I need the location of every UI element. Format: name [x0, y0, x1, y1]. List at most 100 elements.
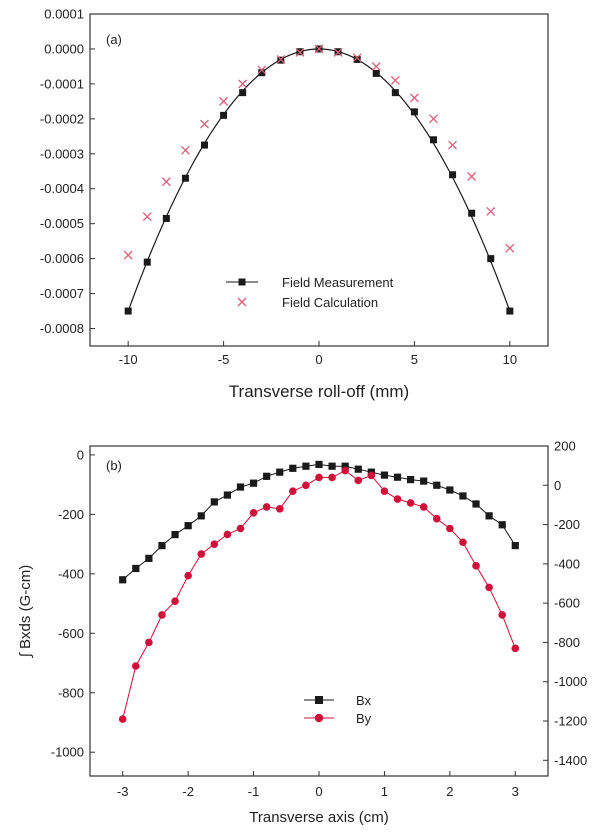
- chart-b-by-point: [446, 524, 454, 533]
- chart-b-by-point: [132, 662, 140, 670]
- chart-b-plot-frame: [89, 445, 549, 777]
- legend-a-measurement-marker: [238, 278, 246, 286]
- chart-b-by-point: [184, 571, 192, 580]
- chart-b-by-point: [236, 524, 245, 533]
- chart-a-x-tick-label: -5: [218, 352, 230, 367]
- legend-b-by-marker: [314, 713, 324, 723]
- chart-b-y2-tick-label: -800: [554, 635, 580, 650]
- chart-a-y-tick-label: -0.0002: [40, 111, 84, 126]
- chart-b-by-point: [275, 505, 284, 513]
- chart-b-bx-point: [433, 481, 441, 489]
- chart-b-by-point: [171, 597, 179, 605]
- legend-b-by-label: By: [356, 711, 372, 726]
- chart-b-by-point: [511, 644, 520, 653]
- chart-b-bx-point: [472, 500, 480, 508]
- chart-a-calculation-point: [180, 145, 190, 155]
- chart-b-by-point: [315, 473, 323, 482]
- chart-b-bx-line: [122, 463, 516, 581]
- chart-a-calculation-point: [295, 47, 305, 57]
- chart-a-calculation-point: [429, 114, 438, 124]
- chart-b-by-point: [485, 583, 493, 592]
- chart-b-bx-point: [498, 521, 506, 529]
- chart-a-calculation-point: [161, 177, 171, 187]
- chart-b-y2-tick-label: -200: [554, 517, 580, 532]
- chart-b-bx-point: [420, 477, 428, 485]
- chart-b-x-tick-label: -2: [182, 784, 194, 799]
- chart-a-calculation-point: [257, 65, 267, 75]
- chart-a-calculation-point: [505, 243, 515, 253]
- chart-a-measurement-point: [162, 214, 170, 222]
- chart-b-bx-point: [315, 460, 323, 469]
- chart-b-x-tick-label: 0: [315, 784, 322, 799]
- chart-a-y-tick-label: -0.0006: [40, 251, 84, 266]
- chart-a-calculation-point: [142, 212, 152, 222]
- chart-a-measurement-point: [430, 136, 437, 144]
- chart-b-by-point: [302, 481, 310, 490]
- chart-b-x-tick-label: -3: [117, 784, 129, 799]
- chart-b-marks: [118, 460, 520, 723]
- legend-b-bx-label: Bx: [356, 693, 372, 708]
- chart-b-bx-point: [341, 462, 349, 470]
- chart-a-measurement-point: [353, 55, 361, 63]
- chart-a-measurement-point: [506, 307, 514, 315]
- chart-a-calculation-point: [467, 172, 477, 181]
- chart-b-by-point: [367, 471, 376, 480]
- chart-b-bx-point: [393, 473, 402, 481]
- chart-a-calculation-point: [448, 140, 458, 150]
- chart-b-bx-point: [184, 522, 192, 530]
- chart-a-x-tick-label: 0: [315, 352, 322, 367]
- chart-b-bx-point: [263, 472, 271, 480]
- chart-b-y2-tick-label: -400: [554, 556, 580, 571]
- chart-b-y2-tick-label: -1200: [554, 714, 587, 729]
- chart-a-measurement-point: [258, 69, 266, 77]
- chart-b-by-point: [354, 476, 363, 485]
- chart-b-by-point: [289, 487, 297, 495]
- chart-a-y-tick-label: -0.0003: [40, 146, 84, 161]
- chart-a-measurement-point: [391, 89, 399, 97]
- chart-a-calculation-point: [123, 250, 133, 260]
- chart-a-calculation-point: [371, 61, 381, 71]
- chart-b-bx-point: [197, 512, 205, 520]
- chart-a-calculation-point: [486, 206, 496, 216]
- chart-b-by-point: [223, 530, 232, 539]
- chart-b-by-point: [419, 503, 428, 511]
- chart-b-y-tick-label: -800: [58, 685, 84, 700]
- legend-a-calculation-label: Field Calculation: [282, 295, 378, 310]
- chart-b-y-tick-label: -400: [58, 566, 84, 581]
- chart-b-by-line: [122, 469, 516, 720]
- chart-b-bx-point: [236, 483, 245, 491]
- chart-b: -3 -2 -1 0 1 2 3 0 -200 -400 -600 -800 -1000 200 0 -200…: [17, 439, 587, 827]
- chart-a-y-tick-label: -0.0004: [40, 181, 84, 196]
- chart-a-measurement-point: [239, 89, 247, 97]
- chart-b-legend: Bx By: [304, 693, 372, 726]
- chart-b-y-tick-label: 0: [77, 447, 84, 462]
- chart-b-bx-point: [132, 564, 140, 573]
- chart-b-bx-point: [276, 468, 284, 476]
- chart-a-calculation-point: [276, 54, 286, 64]
- chart-b-by-point: [380, 487, 389, 495]
- chart-b-by-point: [210, 540, 219, 549]
- chart-b-by-point: [459, 538, 467, 547]
- chart-a-calculation-point: [390, 75, 400, 85]
- chart-a-x-tick-label: -10: [119, 352, 138, 367]
- chart-b-y2-tick-label: -1400: [554, 753, 587, 768]
- chart-a-measurement-point: [143, 258, 151, 266]
- chart-b-bx-point: [145, 554, 153, 562]
- chart-b-x-axis-title: Transverse axis (cm): [249, 809, 388, 826]
- chart-b-x-tick-label: 1: [381, 784, 388, 799]
- chart-b-by-point: [158, 611, 166, 619]
- chart-b-x-tick-label: 2: [446, 784, 453, 799]
- chart-a-x-axis-title: Transverse roll-off (mm): [229, 382, 409, 401]
- chart-b-panel-label: (b): [106, 458, 122, 473]
- chart-a-measurement-point: [201, 141, 208, 149]
- chart-a-legend: Field Measurement Field Calculation: [226, 275, 394, 310]
- chart-a-panel-label: (a): [106, 32, 122, 47]
- chart-b-bx-point: [446, 486, 454, 494]
- chart-a-y-tick-label: -0.0007: [40, 286, 84, 301]
- chart-a-measurement-point: [181, 174, 189, 182]
- chart-a-calculation-point: [200, 119, 209, 129]
- chart-b-bx-point: [485, 512, 493, 520]
- chart-b-by-point: [118, 715, 127, 723]
- chart-b-by-point: [432, 514, 441, 523]
